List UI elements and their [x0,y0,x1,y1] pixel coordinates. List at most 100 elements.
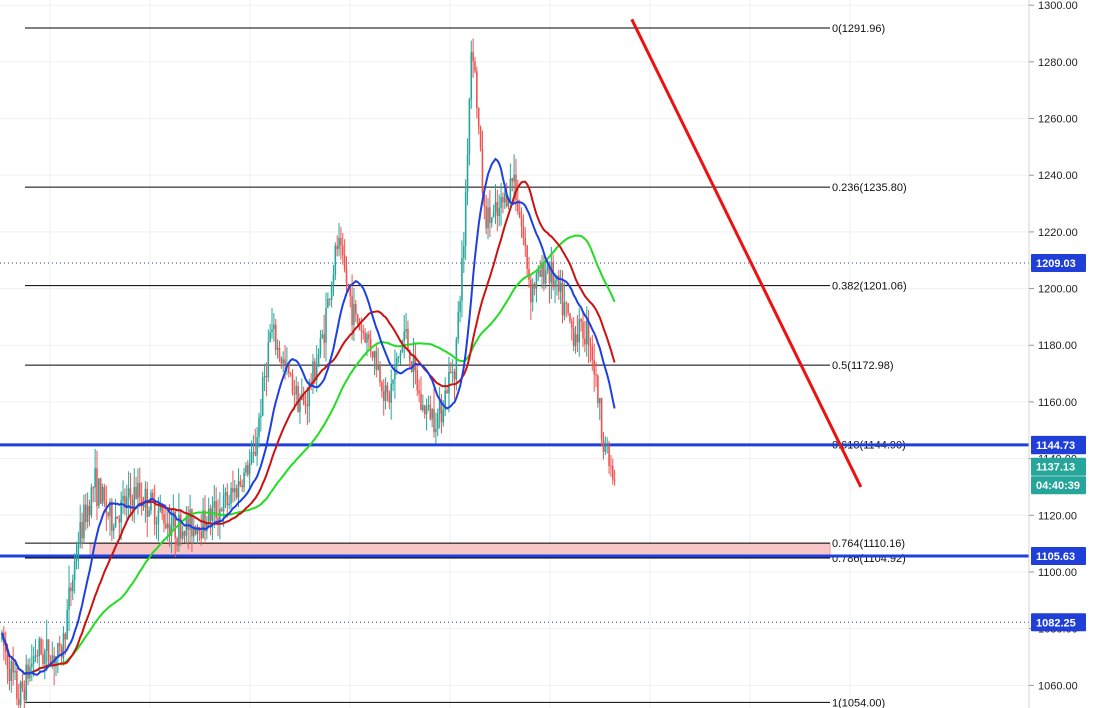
candle-body [209,508,212,521]
candle-body [517,200,519,212]
candle-body [418,390,420,394]
candle-body [528,268,530,280]
candle-body [422,405,424,411]
candle-body [98,478,100,506]
candle-body [308,381,311,407]
candle-body [280,357,283,364]
candle-body [84,504,87,522]
candle-body [388,392,391,403]
candle-body [353,303,355,325]
candle-body [442,410,445,423]
candle-body [250,452,253,464]
price-axis[interactable]: 1060.001080.001100.001120.001140.001160.… [1029,0,1078,692]
candle-body [315,366,318,381]
candle-body [505,193,508,207]
candle-body [522,226,525,238]
candle-body [252,451,255,453]
candle-body [68,587,70,610]
candle-body [448,371,450,394]
candle-body [183,531,186,536]
candle-body [10,661,13,682]
candle-body [14,670,16,673]
axis-tick-label: 1300.00 [1038,0,1078,12]
candle-body [503,193,506,203]
candle-body [369,338,372,352]
candle-body [125,496,128,508]
candle-body [116,516,119,519]
candle-body [511,178,514,182]
candle-body [449,371,452,373]
candle-body [459,300,461,312]
candle-body [17,698,20,705]
candle-body [343,255,346,270]
candle-body [384,385,387,401]
candle-body [79,522,82,545]
candle-body [124,495,126,508]
candle-body [364,332,366,343]
candle-body [319,337,322,355]
price-badge [1031,476,1086,495]
candle-body [507,199,510,207]
candle-body [40,638,42,655]
candle-body [325,307,327,343]
candle-body [537,270,540,274]
candle-body [513,174,515,182]
candle-body [498,208,500,217]
candle-body [409,349,411,362]
price-badge-label: 1105.63 [1036,551,1075,563]
horizontal-levels[interactable] [0,262,1029,623]
candle-body [88,505,91,516]
candle-body [464,192,467,246]
fibonacci-retracement[interactable]: 0(1291.96) 0.236(1235.80) 0.382(1201.06) 0.… [25,23,907,708]
candle-body [153,499,156,525]
candle-body [470,52,473,100]
candle-body [271,329,273,333]
candle-body [278,347,281,358]
candle-body [403,331,406,341]
price-badge-label: 1082.25 [1036,617,1076,629]
candle-body [243,472,245,488]
candle-body [293,392,296,395]
candle-body [302,395,305,405]
candle-body [371,351,374,358]
fib-label: 1(1054.00) [832,697,885,708]
candle-body [375,351,378,370]
candle-body [386,385,389,393]
candle-body [137,482,139,499]
axis-tick-label: 1260.00 [1038,114,1078,126]
candle-body [440,399,443,423]
candle-body [381,382,383,392]
candle-body [224,492,227,496]
candle-body [494,202,497,213]
candle-body [30,663,33,667]
candle-body [254,451,257,456]
candle-body [168,523,171,537]
candle-body [215,501,217,518]
candle-body [178,515,180,546]
candle-body [131,499,134,508]
candle-body [299,400,301,412]
candle-body [429,405,432,420]
candle-body [355,303,357,315]
candle-body [8,668,11,682]
candle-body [267,341,270,378]
candle-body [589,344,592,347]
candle-body [181,531,184,539]
axis-tick-label: 1280.00 [1038,57,1078,69]
candle-body [550,262,553,283]
trendline[interactable] [630,18,863,488]
candle-body [47,639,50,662]
candle-body [96,468,98,506]
candle-body [152,492,154,500]
candle-body [543,262,545,284]
candle-body [613,479,616,481]
candle-body [94,468,96,488]
candle-body [135,487,137,499]
candle-body [554,280,556,288]
candle-body [284,359,286,365]
candle-body [477,107,480,127]
candle-body [492,212,495,218]
candle-body [468,99,471,155]
candle-body [222,495,225,512]
